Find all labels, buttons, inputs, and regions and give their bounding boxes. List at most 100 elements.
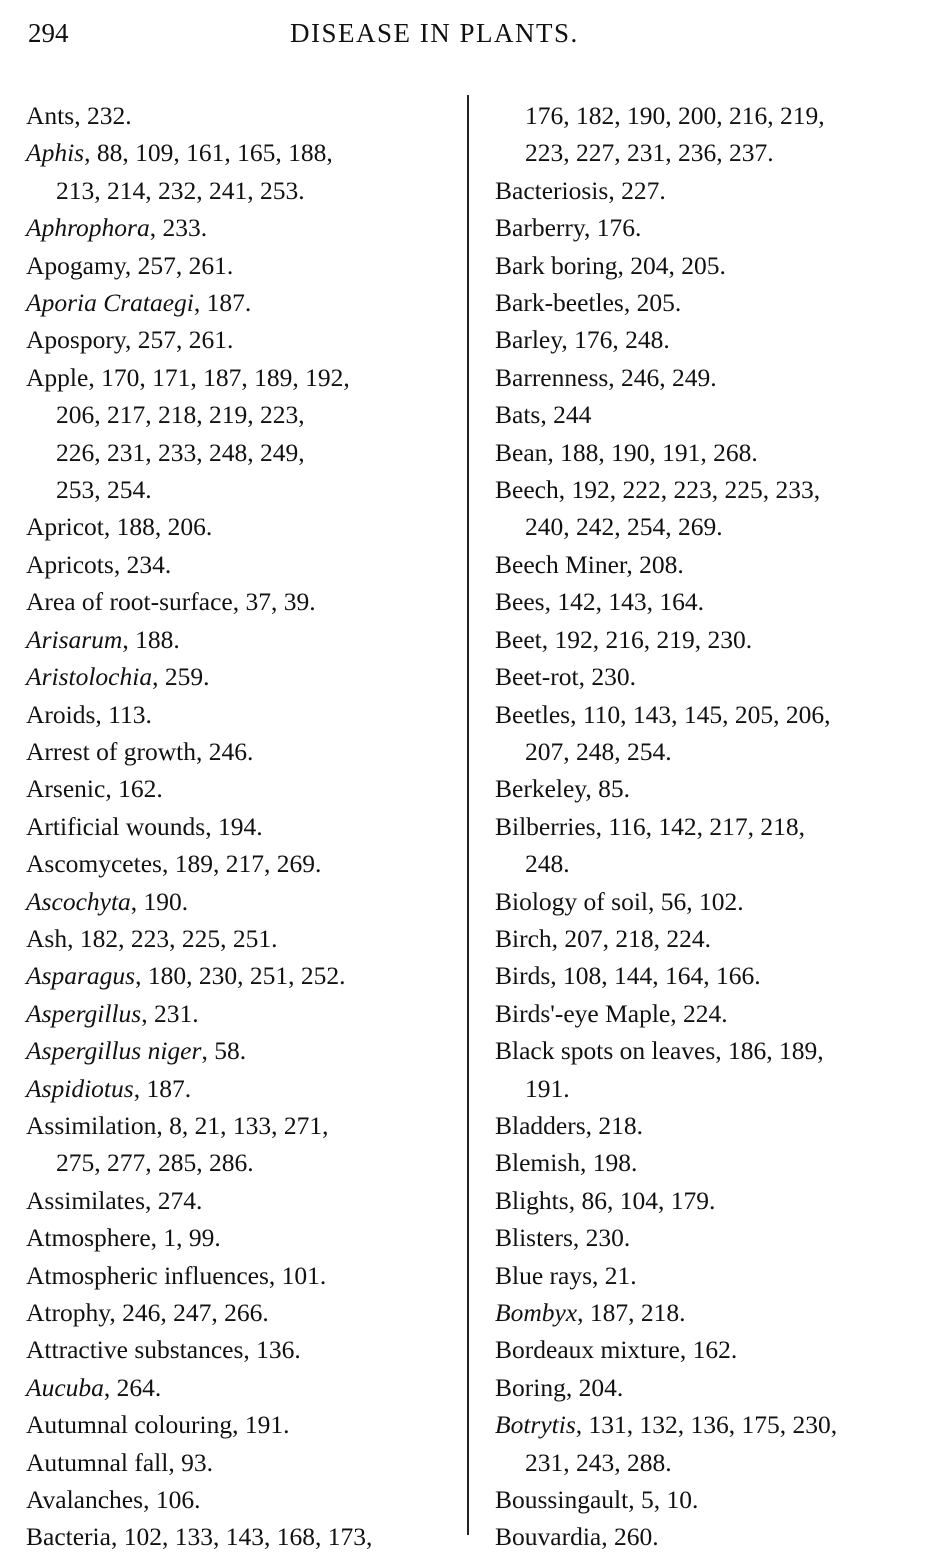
index-term: Arisarum: [26, 624, 123, 654]
index-column-right: 176, 182, 190, 200, 216, 219, 223, 227, 2…: [495, 97, 930, 1556]
index-term: Bark boring: [495, 250, 618, 280]
index-term: Ants: [26, 101, 75, 130]
index-entry: Bladders, 218.: [495, 1107, 930, 1144]
page-references: , 1, 99.: [150, 1223, 221, 1253]
page-references: , 230.: [572, 1223, 631, 1253]
index-entry: Area of root-surface, 37, 39.: [26, 583, 451, 620]
index-term: Barley: [495, 325, 562, 355]
index-entry: Atmosphere, 1, 99.: [26, 1219, 451, 1256]
page-references: , 227.: [608, 175, 666, 205]
page-references: , 88, 109, 161, 165, 188,: [84, 138, 333, 168]
index-entry: Aphis, 88, 109, 161, 165, 188,: [26, 134, 451, 171]
page-references: , 102, 133, 143, 168, 173,: [110, 1522, 373, 1552]
page-references: 213, 214, 232, 241, 253.: [56, 175, 305, 205]
index-entry: Autumnal colouring, 191.: [26, 1406, 451, 1443]
index-entry-continuation: 240, 242, 254, 269.: [495, 508, 930, 545]
index-entry: Aspergillus niger, 58.: [26, 1032, 451, 1069]
index-term: Aphis: [26, 138, 85, 168]
index-term: Bladders: [495, 1110, 586, 1140]
index-entry: Attractive substances, 136.: [26, 1331, 451, 1368]
index-term: Atmosphere: [26, 1223, 151, 1253]
page-references: , 5, 10.: [628, 1485, 699, 1515]
index-entry-continuation: 275, 277, 285, 286.: [26, 1144, 451, 1181]
index-term: Apricots: [26, 549, 114, 579]
index-term: Birch: [495, 923, 552, 953]
index-entry: Boussingault, 5, 10.: [495, 1481, 930, 1518]
page-references: 207, 248, 254.: [525, 736, 672, 766]
index-term: Barrenness: [495, 362, 609, 392]
index-term: Boussingault: [495, 1485, 629, 1515]
page-references: , 260.: [601, 1522, 659, 1552]
page-references: , 233.: [149, 213, 208, 243]
index-term: Barberry: [495, 213, 584, 243]
index-term: Biology of soil: [495, 886, 649, 916]
page-references: , 106.: [143, 1485, 201, 1515]
index-entry: Berkeley, 85.: [495, 770, 930, 807]
index-entry: Apogamy, 257, 261.: [26, 247, 451, 284]
page-references: , 232.: [74, 101, 132, 130]
index-entry: Atmospheric influences, 101.: [26, 1257, 451, 1294]
page-references: , 162.: [679, 1335, 738, 1365]
index-entry: Aristolochia, 259.: [26, 658, 451, 695]
page-references: 253, 254.: [56, 475, 152, 505]
page-references: , 170, 171, 187, 189, 192,: [88, 362, 350, 392]
index-entry-continuation: 226, 231, 233, 248, 249,: [26, 434, 451, 471]
index-entry: Apple, 170, 171, 187, 189, 192,: [26, 359, 451, 396]
index-term: Aphrophora: [26, 213, 150, 243]
index-term: Apricot: [26, 512, 104, 542]
index-term: Blemish: [495, 1148, 581, 1178]
page-references: , 21.: [592, 1260, 637, 1290]
index-column-left: Ants, 232. Aphis, 88, 109, 161, 165, 188,…: [26, 97, 451, 1556]
index-entry: Bean, 188, 190, 191, 268.: [495, 434, 930, 471]
index-entry: Bacteriosis, 227.: [495, 172, 930, 209]
page-number: 294: [28, 18, 69, 48]
page-references: 231, 243, 288.: [525, 1447, 672, 1477]
page-references: , 187.: [133, 1073, 192, 1103]
index-entry-continuation: 191.: [495, 1070, 930, 1107]
index-entry: Arsenic, 162.: [26, 770, 451, 807]
index-entry: Aucuba, 264.: [26, 1369, 451, 1406]
index-entry: Boring, 204.: [495, 1369, 930, 1406]
page-references: , 192, 222, 223, 225, 233,: [558, 475, 821, 505]
page-references: , 204.: [565, 1372, 624, 1402]
index-entry: Autumnal fall, 93.: [26, 1444, 451, 1481]
page-references: , 187.: [193, 288, 252, 318]
index-entry: Ash, 182, 223, 225, 251.: [26, 920, 451, 957]
index-term: Aristolochia: [26, 662, 153, 692]
index-term: Aroids: [26, 699, 96, 729]
index-entry: Artificial wounds, 194.: [26, 808, 451, 845]
index-entry: Beech, 192, 222, 223, 225, 233,: [495, 471, 930, 508]
index-term: Bacteria: [26, 1522, 111, 1552]
index-term: Boring: [495, 1372, 566, 1402]
page-references: , 218.: [585, 1110, 644, 1140]
index-entry: Ascomycetes, 189, 217, 269.: [26, 845, 451, 882]
index-term: Bombyx: [495, 1298, 578, 1327]
index-term: Beet: [495, 624, 542, 654]
index-entry: Beech Miner, 208.: [495, 546, 930, 583]
page-references: , 259.: [152, 662, 210, 692]
index-entry: Apospory, 257, 261.: [26, 321, 451, 358]
index-entry: Arrest of growth, 246.: [26, 733, 451, 770]
page-references: , 142, 143, 164.: [544, 587, 704, 617]
index-term: Apospory: [26, 325, 125, 355]
index-entry: Assimilates, 274.: [26, 1182, 451, 1219]
index-term: Attractive substances: [26, 1335, 244, 1365]
index-term: Aspidiotus: [26, 1073, 134, 1103]
page-references: , 86, 104, 179.: [568, 1185, 716, 1215]
running-title: DISEASE IN PLANTS.: [290, 18, 579, 48]
index-entry: Avalanches, 106.: [26, 1481, 451, 1518]
page-references: , 37, 39.: [232, 587, 316, 617]
index-entry: Bark-beetles, 205.: [495, 284, 930, 321]
page-references: 240, 242, 254, 269.: [525, 512, 723, 542]
page-references: 206, 217, 218, 219, 223,: [56, 400, 305, 430]
page-references: , 264.: [103, 1372, 162, 1402]
page-references: , 188, 206.: [103, 512, 213, 542]
index-entry-continuation: 223, 227, 231, 236, 237.: [495, 134, 930, 171]
page-references: , 246, 249.: [608, 362, 717, 392]
index-term: Arsenic: [26, 774, 106, 804]
page-references: 275, 277, 285, 286.: [56, 1148, 254, 1178]
index-entry-continuation: 206, 217, 218, 219, 223,: [26, 396, 451, 433]
page-references: , 244: [540, 400, 592, 430]
index-term: Bats: [495, 400, 541, 430]
page-references: , 162.: [105, 774, 163, 804]
